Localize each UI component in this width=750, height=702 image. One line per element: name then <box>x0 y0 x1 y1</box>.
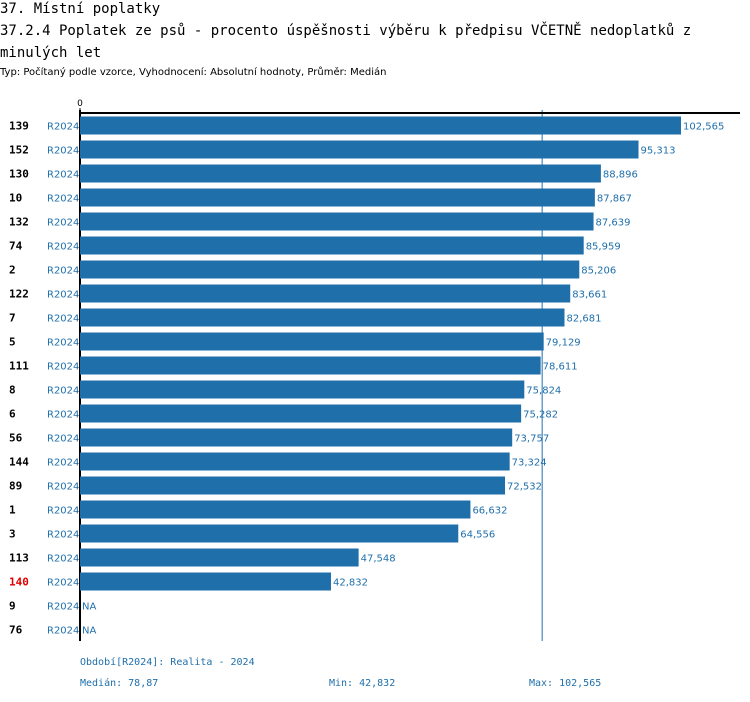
value-label: 72,532 <box>507 482 542 493</box>
period-label: R2024 <box>47 290 79 301</box>
value-label: 83,661 <box>572 290 607 301</box>
period-label: R2024 <box>47 482 79 493</box>
period-label: R2024 <box>47 386 79 397</box>
category-label: 3 <box>9 528 16 541</box>
axis-zero-label: 0 <box>77 99 83 109</box>
period-label: R2024 <box>47 554 79 565</box>
value-label: 88,896 <box>603 170 638 181</box>
category-label: 111 <box>9 360 29 373</box>
category-label: 113 <box>9 552 29 565</box>
period-label: R2024 <box>47 434 79 445</box>
period-label: R2024 <box>47 578 79 589</box>
category-label: 6 <box>9 408 16 421</box>
period-label: R2024 <box>47 506 79 517</box>
bar <box>80 404 522 423</box>
bar <box>80 380 525 399</box>
category-label: 140 <box>9 576 29 589</box>
category-label: 10 <box>9 192 22 205</box>
bar <box>80 140 639 159</box>
value-label: 102,565 <box>683 122 724 133</box>
category-label: 1 <box>9 504 16 517</box>
chart-subtitle: Typ: Počítaný podle vzorce, Vyhodnocení:… <box>0 67 387 78</box>
value-label: 66,632 <box>472 506 507 517</box>
category-label: 132 <box>9 216 29 229</box>
bar <box>80 212 594 231</box>
category-label: 8 <box>9 384 16 397</box>
period-label: R2024 <box>47 122 79 133</box>
value-label: 82,681 <box>566 314 601 325</box>
period-label: R2024 <box>47 530 79 541</box>
category-label: 76 <box>9 624 23 637</box>
value-label: 73,757 <box>514 434 549 445</box>
bar <box>80 236 584 255</box>
value-label: NA <box>82 602 96 613</box>
period-label: R2024 <box>47 602 79 613</box>
category-label: 7 <box>9 312 16 325</box>
value-label: 87,639 <box>596 218 631 229</box>
category-label: 9 <box>9 600 16 613</box>
bar <box>80 500 471 519</box>
footer-max: Max: 102,565 <box>529 678 602 689</box>
value-label: 78,611 <box>543 362 578 373</box>
period-label: R2024 <box>47 362 79 373</box>
bar <box>80 164 601 183</box>
category-label: 5 <box>9 336 16 349</box>
period-label: R2024 <box>47 338 79 349</box>
footer-period: Období[R2024]: Realita - 2024 <box>80 657 255 668</box>
period-label: R2024 <box>47 314 79 325</box>
bar <box>80 188 595 207</box>
value-label: 87,867 <box>597 194 632 205</box>
bar <box>80 548 359 567</box>
category-label: 74 <box>9 240 23 253</box>
bar <box>80 332 544 351</box>
value-label: 79,129 <box>546 338 581 349</box>
bar <box>80 284 571 303</box>
period-label: R2024 <box>47 242 79 253</box>
period-label: R2024 <box>47 266 79 277</box>
bar <box>80 524 459 543</box>
category-label: 2 <box>9 264 16 277</box>
bar <box>80 356 541 375</box>
period-label: R2024 <box>47 146 79 157</box>
bar <box>80 116 681 135</box>
category-label: 139 <box>9 120 29 133</box>
category-label: 130 <box>9 168 29 181</box>
category-label: 122 <box>9 288 29 301</box>
value-label: 47,548 <box>361 554 396 565</box>
period-label: R2024 <box>47 626 79 637</box>
value-label: 85,959 <box>586 242 621 253</box>
value-label: 75,824 <box>526 386 561 397</box>
footer-min: Min: 42,832 <box>329 678 396 689</box>
value-label: NA <box>82 626 96 637</box>
value-label: 85,206 <box>581 266 616 277</box>
period-label: R2024 <box>47 218 79 229</box>
period-label: R2024 <box>47 170 79 181</box>
chart-title: 37.2.4 Poplatek ze psů - procento úspěšn… <box>0 23 692 61</box>
bar <box>80 428 513 447</box>
section-title: 37. Místní poplatky <box>0 1 161 17</box>
value-label: 73,324 <box>512 458 547 469</box>
period-label: R2024 <box>47 458 79 469</box>
period-label: R2024 <box>47 194 79 205</box>
value-label: 75,282 <box>523 410 558 421</box>
bar <box>80 476 506 495</box>
category-label: 152 <box>9 144 29 157</box>
category-label: 89 <box>9 480 22 493</box>
bar <box>80 308 565 327</box>
category-label: 56 <box>9 432 23 445</box>
value-label: 95,313 <box>641 146 676 157</box>
footer-median: Medián: 78,87 <box>80 678 159 689</box>
bar <box>80 572 331 591</box>
value-label: 42,832 <box>333 578 368 589</box>
period-label: R2024 <box>47 410 79 421</box>
bar <box>80 260 580 279</box>
bar <box>80 452 510 471</box>
value-label: 64,556 <box>460 530 495 541</box>
category-label: 144 <box>9 456 29 469</box>
